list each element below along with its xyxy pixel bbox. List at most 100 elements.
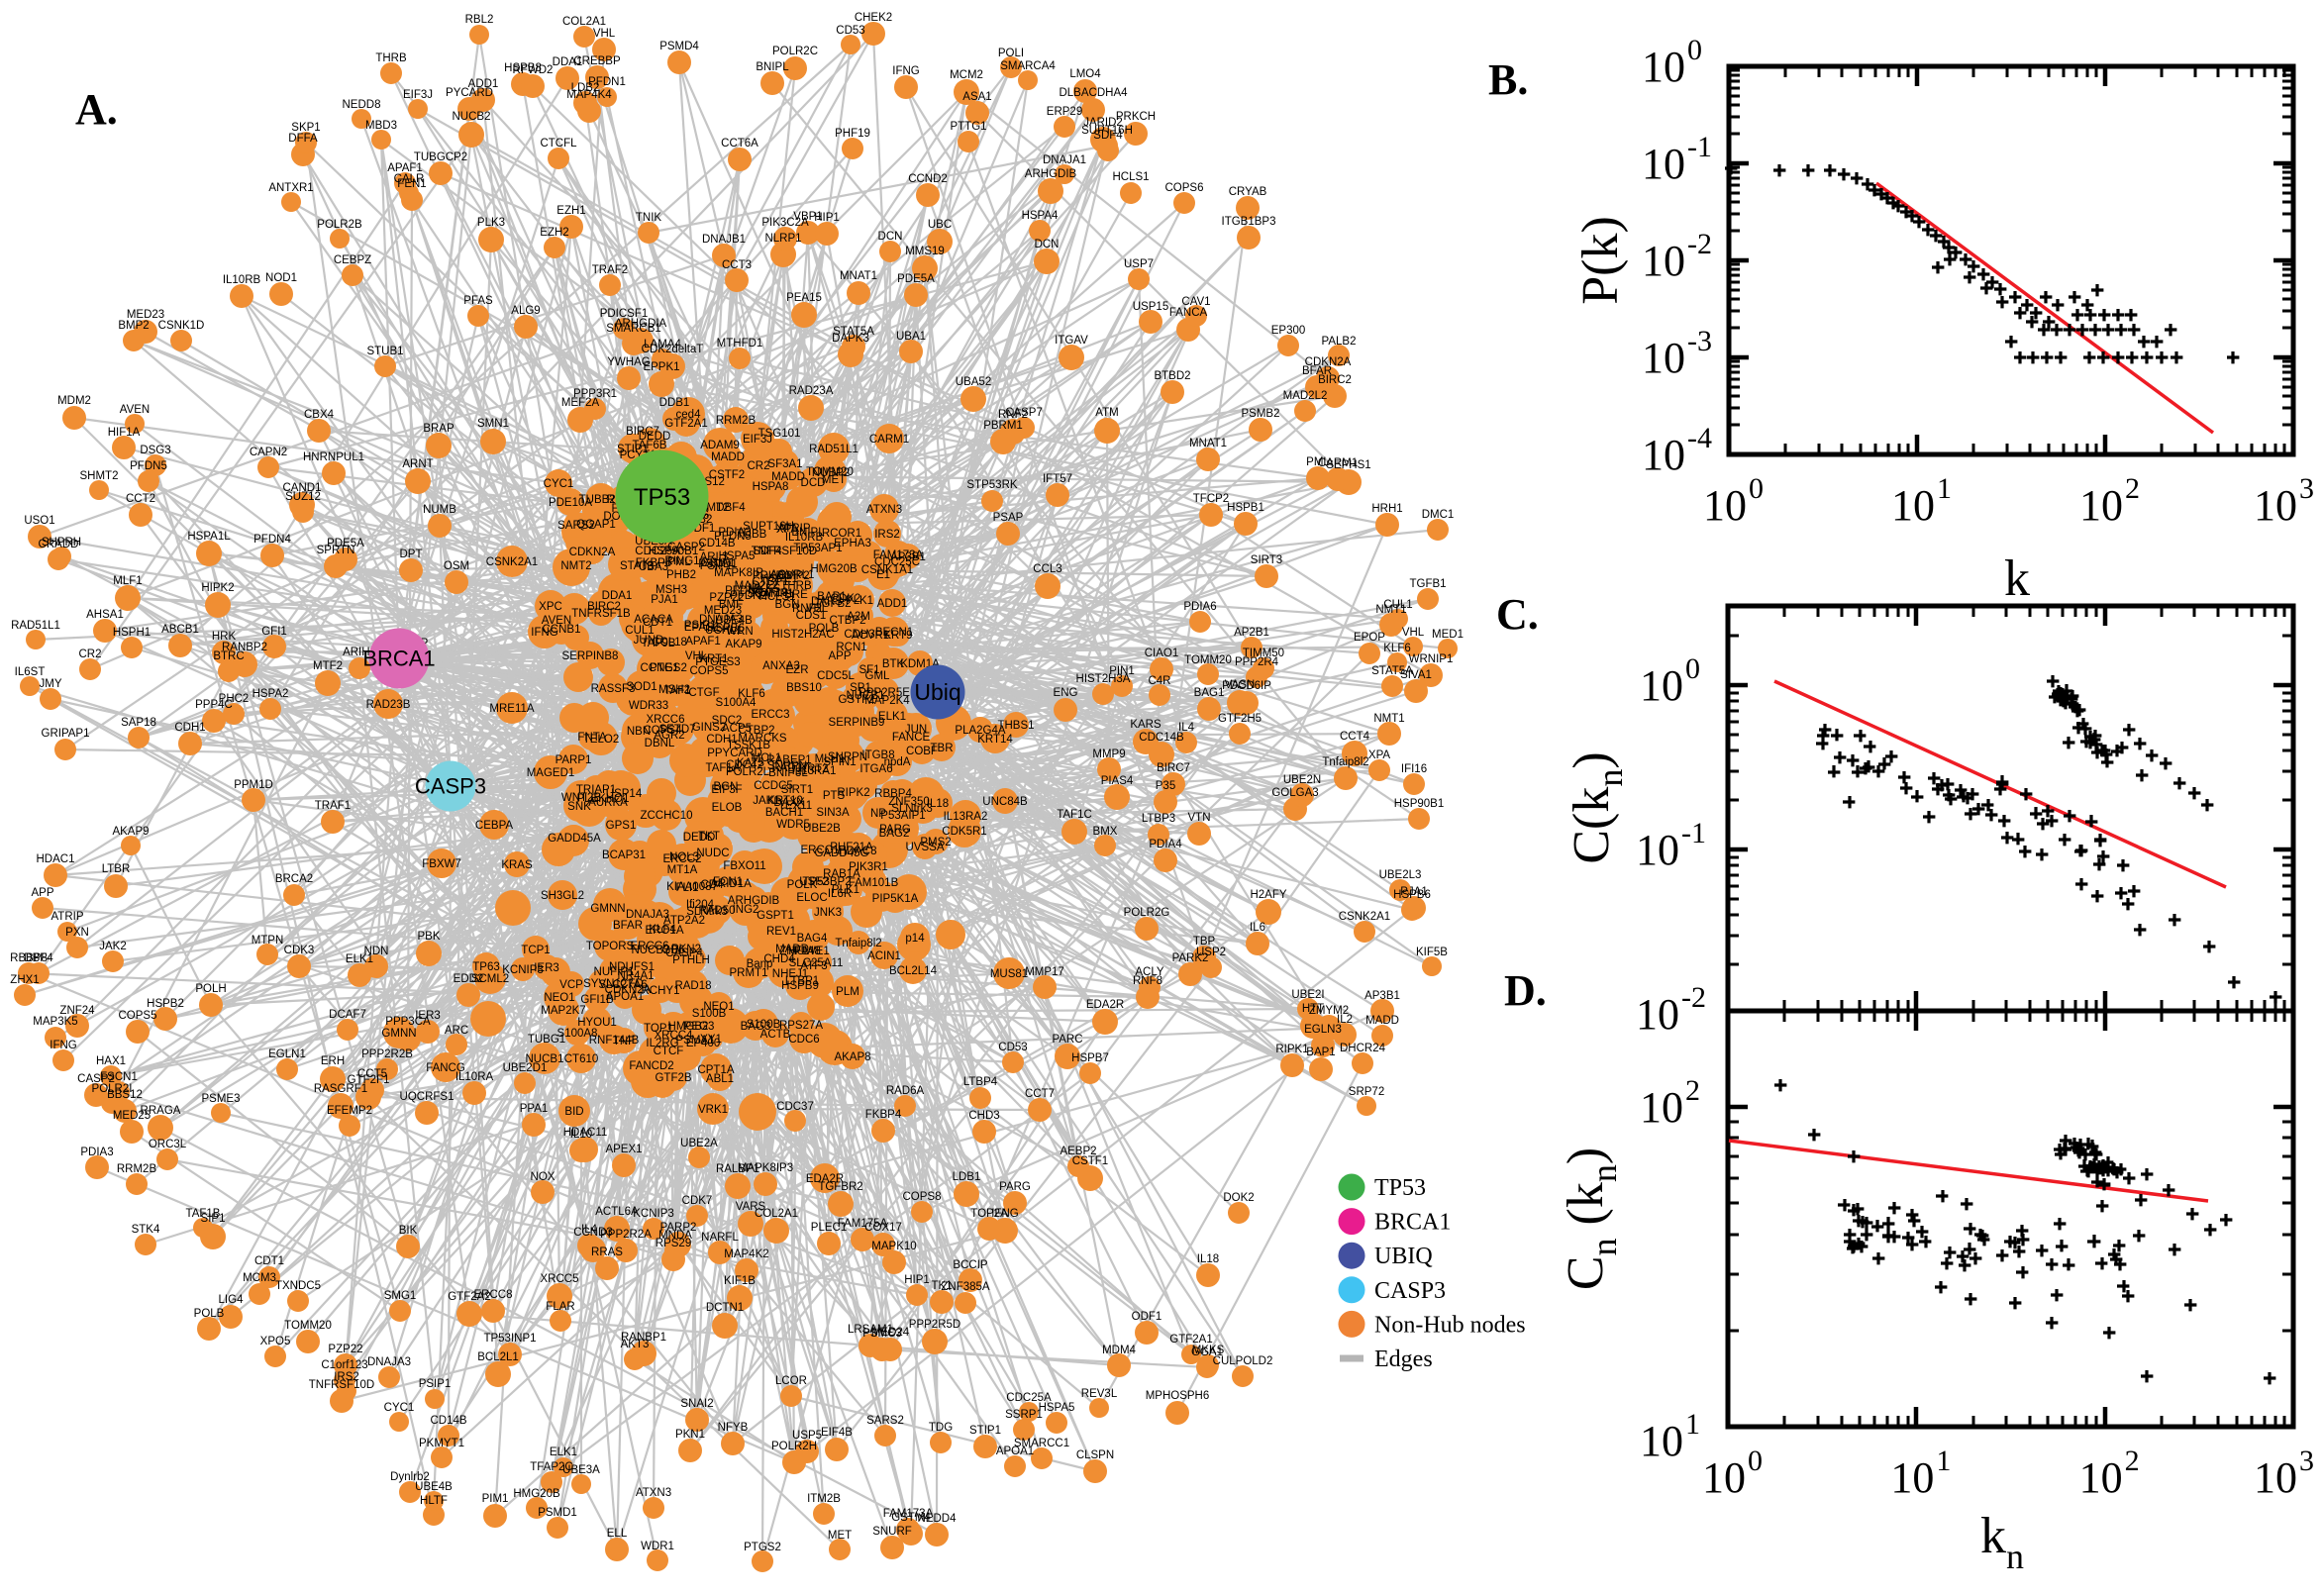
svg-text:PIM1: PIM1	[482, 1493, 509, 1505]
svg-text:HSPA2: HSPA2	[252, 688, 289, 700]
svg-text:RABEP1: RABEP1	[766, 754, 811, 766]
svg-text:ZNF24: ZNF24	[59, 1005, 95, 1017]
svg-text:CSNK1D: CSNK1D	[158, 320, 205, 332]
svg-text:ZNF385A: ZNF385A	[941, 1281, 990, 1293]
svg-text:TUBB: TUBB	[737, 529, 767, 541]
svg-text:UBA52: UBA52	[956, 376, 991, 388]
svg-text:CEBPZ: CEBPZ	[334, 254, 371, 266]
svg-text:PDCD6IP: PDCD6IP	[1222, 680, 1271, 692]
svg-text:STAT5A: STAT5A	[1371, 665, 1413, 677]
svg-text:PFDN6: PFDN6	[725, 585, 762, 597]
svg-text:KCNIP3: KCNIP3	[633, 1208, 674, 1220]
svg-text:ELOC: ELOC	[796, 892, 827, 904]
svg-text:PHF21A: PHF21A	[830, 842, 873, 853]
svg-text:PPYCARD: PPYCARD	[707, 748, 762, 759]
svg-text:LDB1: LDB1	[953, 1171, 981, 1183]
svg-text:DNAJA3: DNAJA3	[626, 909, 669, 921]
svg-text:TEX11: TEX11	[778, 800, 812, 812]
svg-text:ITGAV: ITGAV	[1055, 335, 1088, 347]
svg-text:ATRIP: ATRIP	[50, 911, 83, 923]
svg-text:THBS1: THBS1	[997, 720, 1034, 732]
svg-text:10: 10	[1891, 481, 1935, 530]
svg-text:CREBBP: CREBBP	[573, 55, 621, 67]
svg-text:PYCARD: PYCARD	[446, 87, 493, 99]
svg-text:TNFRSF1B: TNFRSF1B	[571, 608, 631, 620]
svg-text:CARM1: CARM1	[1318, 457, 1358, 469]
svg-text:SP1: SP1	[850, 682, 871, 694]
svg-text:10: 10	[1642, 43, 1685, 91]
svg-text:BCL2L1: BCL2L1	[477, 1351, 519, 1363]
svg-text:ELK1: ELK1	[878, 711, 906, 723]
svg-text:HMGB2: HMGB2	[668, 1021, 709, 1033]
svg-text:DBF4: DBF4	[24, 952, 53, 964]
svg-text:FAM175A: FAM175A	[838, 1218, 888, 1230]
svg-text:CDC37: CDC37	[776, 1101, 814, 1113]
svg-text:GFI1: GFI1	[261, 626, 287, 638]
svg-text:ADD1: ADD1	[468, 78, 499, 90]
svg-text:RAD17: RAD17	[771, 762, 808, 774]
svg-text:GSTM4: GSTM4	[891, 1512, 931, 1524]
svg-text:GTF2A1: GTF2A1	[664, 418, 707, 430]
svg-text:BAG2: BAG2	[879, 828, 910, 840]
svg-text:TOP2A: TOP2A	[970, 1208, 1008, 1220]
svg-text:SETD7: SETD7	[658, 724, 695, 736]
svg-text:TAF9B: TAF9B	[642, 638, 676, 649]
svg-text:PSMD1: PSMD1	[538, 1507, 577, 1519]
svg-text:C.: C.	[1496, 590, 1539, 639]
svg-text:UBE2D1: UBE2D1	[503, 1062, 548, 1074]
svg-text:UBE4B: UBE4B	[415, 1481, 453, 1493]
svg-text:NDUFS1: NDUFS1	[609, 961, 655, 973]
svg-text:CDC25A: CDC25A	[1006, 1392, 1052, 1404]
svg-text:TSSK1B: TSSK1B	[727, 740, 770, 751]
svg-text:CD53: CD53	[998, 1042, 1027, 1053]
svg-text:CDC5L: CDC5L	[817, 670, 855, 682]
svg-text:P(k): P(k)	[1572, 216, 1629, 305]
svg-text:EPHA3: EPHA3	[834, 538, 871, 549]
svg-text:DARS: DARS	[811, 596, 843, 608]
svg-text:REV3L: REV3L	[1081, 1388, 1118, 1400]
svg-text:RAD18: RAD18	[674, 980, 711, 992]
svg-text:10: 10	[2254, 1453, 2297, 1502]
svg-text:CASP4: CASP4	[665, 948, 703, 959]
svg-text:AKAP9: AKAP9	[112, 826, 149, 838]
svg-text:EGLN3: EGLN3	[1304, 1024, 1342, 1036]
svg-text:VHL: VHL	[806, 603, 829, 615]
svg-text:CDKN2A: CDKN2A	[569, 547, 616, 558]
svg-text:MCM2: MCM2	[950, 69, 983, 81]
svg-text:PRKCH: PRKCH	[1116, 111, 1156, 123]
svg-text:TBR: TBR	[931, 743, 954, 754]
svg-text:GB6: GB6	[661, 945, 684, 956]
svg-text:SNURF: SNURF	[872, 1526, 912, 1538]
svg-text:MAPK8IP3: MAPK8IP3	[738, 1162, 793, 1174]
svg-text:EPOP: EPOP	[1354, 632, 1385, 644]
svg-text:CCNB1: CCNB1	[543, 624, 581, 636]
svg-text:ATXN3: ATXN3	[866, 504, 902, 516]
svg-text:ZCCHC10: ZCCHC10	[640, 810, 692, 822]
svg-text:C4R: C4R	[1148, 675, 1170, 687]
svg-text:RRAS: RRAS	[591, 1247, 623, 1258]
svg-text:SRP72: SRP72	[1349, 1086, 1384, 1098]
svg-text:ARC: ARC	[445, 1025, 468, 1037]
svg-text:RBL2: RBL2	[465, 14, 494, 26]
svg-text:ARNT: ARNT	[402, 458, 433, 470]
svg-text:TOMM20: TOMM20	[806, 466, 854, 478]
svg-text:COPS6: COPS6	[1165, 182, 1204, 194]
svg-text:MMP17: MMP17	[1025, 966, 1064, 978]
svg-text:MNAT1: MNAT1	[1189, 438, 1227, 449]
svg-text:IL18: IL18	[1197, 1253, 1219, 1265]
svg-text:1: 1	[1937, 472, 1952, 505]
svg-text:-4: -4	[1687, 422, 1712, 454]
svg-text:PIK3C2A: PIK3C2A	[761, 217, 809, 229]
svg-text:GRIPAP1: GRIPAP1	[42, 728, 90, 740]
svg-text:TOMM20: TOMM20	[1184, 654, 1232, 666]
svg-text:BECN1: BECN1	[875, 627, 913, 639]
svg-text:PDIA3: PDIA3	[80, 1147, 113, 1158]
svg-text:MAP3K5: MAP3K5	[33, 1016, 77, 1028]
svg-text:ITGB1BP3: ITGB1BP3	[1222, 216, 1276, 228]
svg-text:BAP1: BAP1	[1306, 1047, 1335, 1058]
svg-text:IFNG: IFNG	[531, 627, 558, 639]
svg-text:ATF3: ATF3	[800, 960, 827, 972]
svg-text:EPAS1: EPAS1	[684, 622, 720, 634]
svg-text:LDB2: LDB2	[571, 82, 600, 94]
svg-text:POLI: POLI	[998, 48, 1024, 59]
